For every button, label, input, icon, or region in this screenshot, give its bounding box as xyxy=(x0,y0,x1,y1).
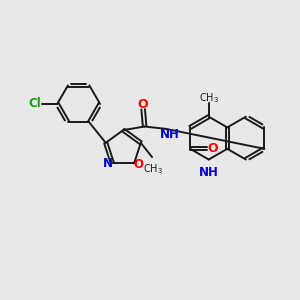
Text: CH$_3$: CH$_3$ xyxy=(199,92,219,105)
Text: O: O xyxy=(208,142,218,155)
Text: NH: NH xyxy=(160,128,180,141)
Text: N: N xyxy=(103,157,113,170)
Text: O: O xyxy=(133,158,143,171)
Text: NH: NH xyxy=(199,166,219,179)
Text: O: O xyxy=(138,98,148,111)
Text: Cl: Cl xyxy=(28,98,41,110)
Text: CH$_3$: CH$_3$ xyxy=(143,162,163,176)
